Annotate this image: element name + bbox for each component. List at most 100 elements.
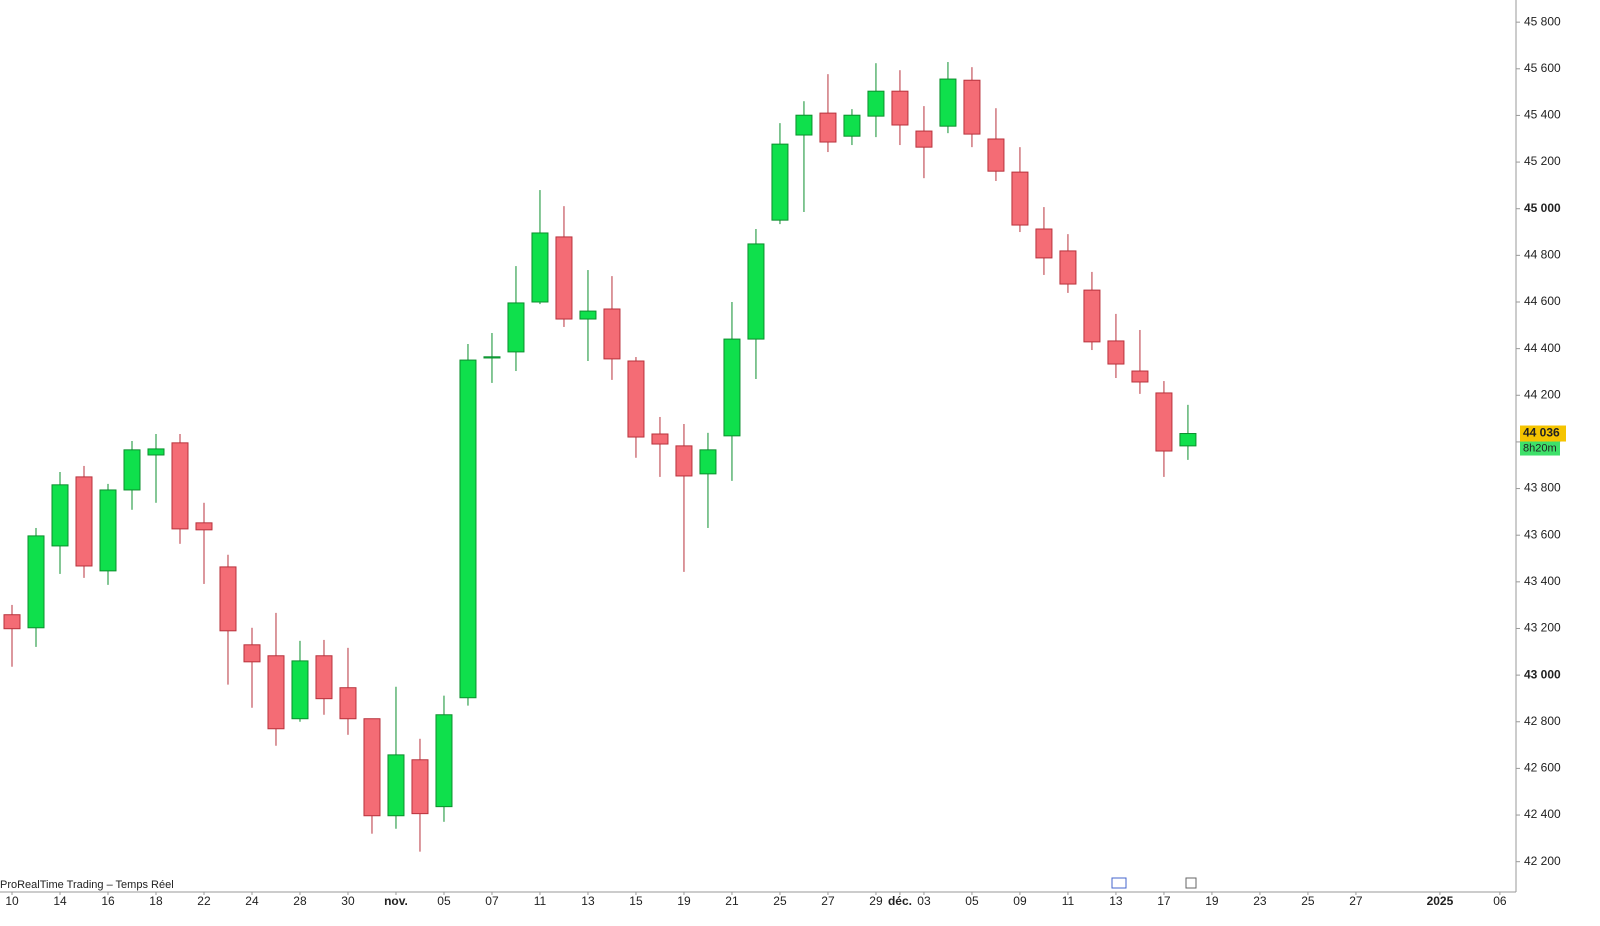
x-tick-label: 22 [197, 894, 211, 908]
y-tick-label: 45 600 [1524, 61, 1561, 75]
y-tick-label: 43 400 [1524, 574, 1561, 588]
candle-body [987, 138, 1005, 172]
candle-body [651, 433, 669, 445]
candle-body [3, 614, 21, 630]
candle-body [171, 442, 189, 530]
candle-body [483, 356, 501, 359]
x-tick-label: 18 [149, 894, 163, 908]
x-tick-label: nov. [384, 894, 408, 908]
candle-body [1083, 289, 1101, 343]
candle-body [939, 78, 957, 127]
candle-body [1035, 228, 1053, 259]
candle-body [27, 535, 45, 629]
x-tick-label: 27 [821, 894, 835, 908]
y-tick-label: 45 000 [1524, 201, 1561, 215]
candle-body [1011, 171, 1029, 226]
source-label: ProRealTime Trading – Temps Réel [0, 879, 174, 891]
last-price-box [1520, 425, 1566, 442]
y-tick-label: 44 200 [1524, 387, 1561, 401]
x-tick-label: 03 [917, 894, 931, 908]
candle-body [315, 655, 333, 700]
x-tick-label: 15 [629, 894, 643, 908]
candle-body [627, 360, 645, 438]
candle-body [555, 236, 573, 320]
countdown-label: 8h20m [1523, 442, 1557, 454]
y-tick-label: 42 600 [1524, 761, 1561, 775]
x-tick-label: 25 [1301, 894, 1315, 908]
y-tick-label: 45 200 [1524, 154, 1561, 168]
candle-body [99, 489, 117, 572]
y-tick-label: 45 800 [1524, 14, 1561, 28]
x-tick-label: 16 [101, 894, 115, 908]
y-tick-label: 44 400 [1524, 341, 1561, 355]
candle-body [363, 718, 381, 817]
x-tick-label: 30 [341, 894, 355, 908]
x-tick-label: déc. [888, 894, 912, 908]
candle-body [411, 759, 429, 815]
x-tick-label: 13 [581, 894, 595, 908]
candle-body [819, 112, 837, 143]
candle-body [243, 644, 261, 663]
y-tick-label: 42 400 [1524, 807, 1561, 821]
x-tick-label: 09 [1013, 894, 1027, 908]
y-tick-label: 45 400 [1524, 108, 1561, 122]
x-tick-label: 11 [1062, 894, 1075, 908]
candle-body [1179, 433, 1197, 447]
x-tick-label: 05 [437, 894, 451, 908]
candle-body [195, 522, 213, 531]
x-tick-label: 17 [1157, 894, 1171, 908]
y-tick-label: 44 800 [1524, 248, 1561, 262]
icon[interactable] [1111, 877, 1127, 889]
candle-body [459, 359, 477, 699]
info-icon[interactable] [1185, 877, 1197, 889]
x-tick-label: 07 [485, 894, 499, 908]
x-tick-label: 23 [1253, 894, 1267, 908]
x-tick-label: 2025 [1427, 894, 1454, 908]
candle-body [147, 448, 165, 456]
candle-body [723, 338, 741, 437]
x-tick-label: 06 [1493, 894, 1507, 908]
y-tick-label: 44 600 [1524, 294, 1561, 308]
candle-body [747, 243, 765, 340]
x-tick-label: 05 [965, 894, 979, 908]
x-tick-label: 29 [869, 894, 883, 908]
x-tick-label: 19 [677, 894, 691, 908]
x-tick-label: 27 [1349, 894, 1363, 908]
x-tick-label: 10 [5, 894, 19, 908]
y-tick-label: 43 600 [1524, 527, 1561, 541]
candle-body [123, 449, 141, 491]
candle-body [51, 484, 69, 547]
candle-body [531, 232, 549, 303]
x-tick-label: 11 [534, 894, 547, 908]
candle-body [843, 114, 861, 137]
countdown-box [1520, 441, 1560, 456]
candle-body [867, 90, 885, 117]
candle-body [963, 79, 981, 135]
x-tick-label: 21 [725, 894, 739, 908]
x-tick-label: 19 [1205, 894, 1219, 908]
candle-body [771, 143, 789, 221]
x-tick-label: 14 [53, 894, 67, 908]
candle-body [795, 114, 813, 136]
candle-body [75, 476, 93, 567]
candle-body [699, 449, 717, 475]
y-tick-label: 42 800 [1524, 714, 1561, 728]
candle-body [507, 302, 525, 353]
candle-body [603, 308, 621, 360]
candle-body [675, 445, 693, 477]
y-tick-label: 43 200 [1524, 621, 1561, 635]
candle-body [291, 660, 309, 720]
candle-body [267, 655, 285, 730]
candle-body [891, 90, 909, 126]
y-tick-label: 43 000 [1524, 667, 1561, 681]
candle-body [387, 754, 405, 817]
candle-body [1107, 340, 1125, 365]
candle-body [579, 310, 597, 320]
y-tick-label: 43 800 [1524, 481, 1561, 495]
candle-body [339, 687, 357, 720]
candle-body [219, 566, 237, 632]
x-tick-label: 13 [1109, 894, 1123, 908]
